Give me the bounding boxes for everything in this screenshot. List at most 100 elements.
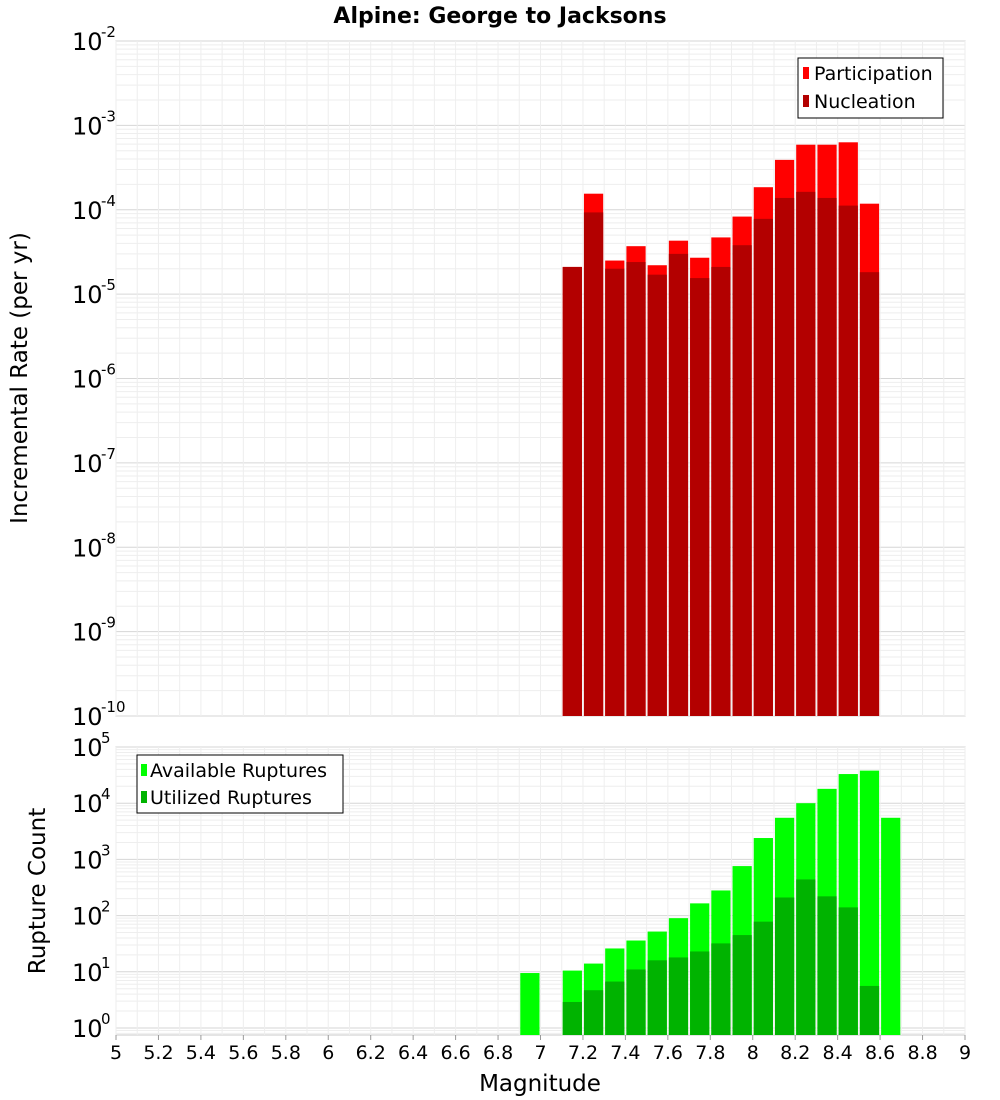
x-tick-label: 9 [959,1042,971,1064]
bar-nucleation [838,205,858,716]
bar-nucleation [817,197,837,717]
y-tick-label: 10 [72,619,103,647]
bottom-legend: Available Ruptures Utilized Ruptures [136,754,344,814]
bottom-legend-box [136,754,344,814]
bar-nucleation [774,197,795,717]
bar-utilized-ruptures [774,897,795,1035]
x-tick-label: 8.8 [907,1042,937,1064]
x-tick-label: 8.2 [780,1042,810,1064]
y-tick-exponent: 0 [101,1010,111,1028]
y-tick-exponent: -8 [101,529,116,547]
bar-utilized-ruptures [690,951,710,1035]
legend-participation-swatch [803,67,809,79]
bar-utilized-ruptures [626,969,646,1035]
bar-nucleation [711,266,731,716]
top-y-axis-label: Incremental Rate (per yr) [7,232,33,524]
bar-nucleation [647,274,667,716]
bar-utilized-ruptures [647,960,667,1035]
bar-nucleation [668,253,689,716]
bar-utilized-ruptures [753,921,773,1035]
y-tick-exponent: -4 [101,192,116,210]
legend-nucleation-swatch [803,95,809,107]
y-tick-label: 10 [72,703,103,731]
y-tick-label: 10 [72,790,103,818]
x-tick-label: 6.8 [483,1042,513,1064]
x-tick-label: 7.6 [653,1042,683,1064]
bar-utilized-ruptures [732,935,752,1035]
top-gridlines [115,40,966,717]
top-bars [562,142,880,717]
legend-utilized-ruptures-swatch [141,791,147,803]
bar-utilized-ruptures [859,985,880,1035]
y-tick-exponent: -10 [101,698,126,716]
y-tick-label: 10 [72,1015,103,1043]
x-axis-label: Magnitude [479,1071,601,1097]
y-tick-label: 10 [72,734,103,762]
x-tick-label: 6.2 [356,1042,386,1064]
y-tick-exponent: 3 [101,841,111,859]
bar-nucleation [690,278,710,716]
bar-utilized-ruptures [838,907,858,1035]
y-tick-label: 10 [72,112,103,140]
x-tick-label: 5.8 [271,1042,301,1064]
bar-nucleation [583,212,604,717]
x-tick-label: 6.4 [398,1042,428,1064]
bar-utilized-ruptures [583,990,604,1035]
bottom-y-axis-label: Rupture Count [25,808,51,974]
bar-nucleation [859,272,880,716]
x-axis-ticks: 5 5.2 5.4 5.6 5.8 6 6.2 6.4 6.6 6.8 7 7.2 7.4 7.6 7.8 8… [110,1035,971,1064]
bar-nucleation [626,262,646,716]
y-tick-label: 10 [72,450,103,478]
x-tick-label: 7.2 [568,1042,598,1064]
legend-utilized-ruptures-label: Utilized Ruptures [150,787,312,809]
legend-available-ruptures-label: Available Ruptures [150,760,327,782]
x-tick-label: 5 [110,1042,122,1064]
x-tick-label: 7.8 [695,1042,725,1064]
bar-utilized-ruptures [817,896,837,1035]
x-tick-label: 8 [747,1042,759,1064]
bar-nucleation [605,268,625,716]
y-tick-label: 10 [72,903,103,931]
y-tick-exponent: -7 [101,445,116,463]
bar-utilized-ruptures [605,981,625,1035]
bar-nucleation [796,191,816,716]
bar-available-ruptures [520,973,540,1035]
y-tick-label: 10 [72,959,103,987]
chart-title: Alpine: George to Jacksons [333,4,666,29]
bottom-bars [520,770,901,1035]
legend-nucleation-label: Nucleation [814,91,916,113]
bar-utilized-ruptures [562,1001,582,1035]
y-tick-label: 10 [72,366,103,394]
legend-available-ruptures-swatch [141,764,147,776]
bar-available-ruptures [881,817,901,1035]
y-tick-exponent: -3 [101,107,116,125]
bar-utilized-ruptures [668,957,689,1035]
y-tick-exponent: -6 [101,361,116,379]
top-legend-box [797,57,944,119]
y-tick-label: 10 [72,28,103,56]
y-tick-label: 10 [72,281,103,309]
y-tick-exponent: -2 [101,23,116,41]
y-tick-exponent: 4 [101,785,111,803]
y-tick-label: 10 [72,197,103,225]
x-tick-label: 5.2 [143,1042,173,1064]
y-tick-label: 10 [72,846,103,874]
y-tick-exponent: 1 [101,954,111,972]
x-tick-label: 7.4 [610,1042,640,1064]
y-tick-exponent: -9 [101,614,116,632]
x-tick-label: 7 [534,1042,546,1064]
bar-available-ruptures [859,770,880,1035]
bar-nucleation [732,245,752,717]
x-tick-label: 8.4 [823,1042,853,1064]
y-tick-exponent: 2 [101,898,111,916]
x-tick-label: 6 [322,1042,334,1064]
x-tick-label: 6.6 [440,1042,470,1064]
y-tick-exponent: -5 [101,276,116,294]
bar-utilized-ruptures [796,879,816,1035]
y-tick-label: 10 [72,534,103,562]
x-tick-label: 5.6 [228,1042,258,1064]
